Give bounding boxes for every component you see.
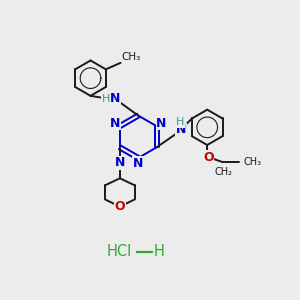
Text: H: H [102,94,110,104]
Text: H: H [176,117,184,127]
Text: O: O [115,200,125,213]
Text: H: H [154,244,165,259]
Text: N: N [156,117,167,130]
Text: N: N [110,92,120,105]
Text: N: N [176,123,186,136]
Text: CH₂: CH₂ [214,167,232,177]
Text: CH₃: CH₃ [122,52,141,62]
Text: CH₃: CH₃ [243,157,261,167]
Text: N: N [133,157,143,170]
Text: O: O [203,151,214,164]
Text: N: N [110,117,120,130]
Text: N: N [115,156,125,169]
Text: HCl: HCl [106,244,132,259]
